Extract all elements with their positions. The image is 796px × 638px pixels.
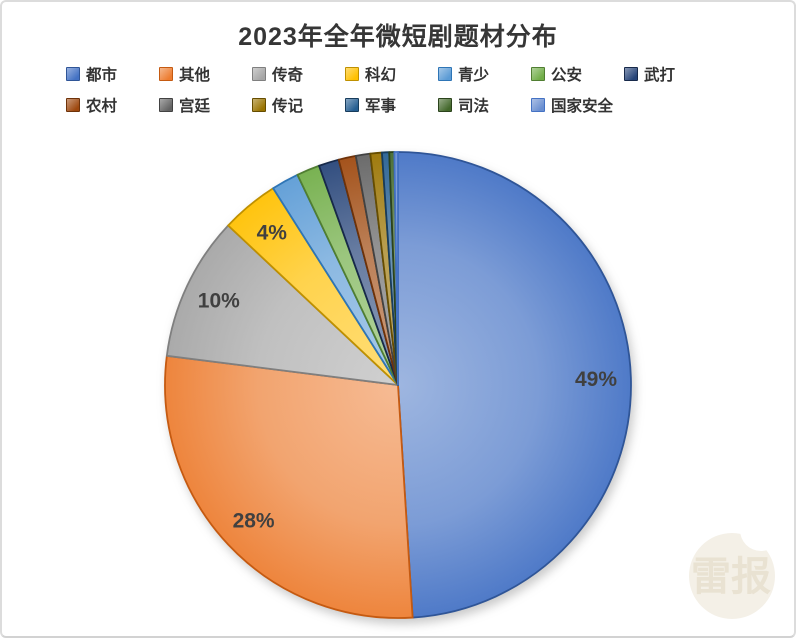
legend-item-10: 军事 bbox=[345, 94, 438, 116]
legend-row-1: 都市 其他 传奇 科幻 青少 公安 武打 bbox=[66, 63, 717, 85]
legend-label: 都市 bbox=[86, 67, 118, 84]
pie-slice-0 bbox=[397, 151, 632, 619]
legend-swatch-icon bbox=[438, 98, 452, 112]
legend-swatch-icon bbox=[531, 67, 545, 81]
legend-item-6: 武打 bbox=[624, 63, 717, 85]
legend-swatch-icon bbox=[66, 98, 80, 112]
legend-swatch-icon bbox=[159, 98, 173, 112]
pie-slice-12 bbox=[393, 151, 399, 386]
legend-label: 公安 bbox=[551, 67, 583, 84]
legend-swatch-icon bbox=[252, 98, 266, 112]
legend-item-3: 科幻 bbox=[345, 63, 438, 85]
legend-label: 国家安全 bbox=[551, 98, 614, 115]
legend-swatch-icon bbox=[345, 67, 359, 81]
legend-label: 其他 bbox=[179, 67, 211, 84]
legend-item-1: 其他 bbox=[159, 63, 252, 85]
legend-item-11: 司法 bbox=[438, 94, 531, 116]
pie-slice-1 bbox=[164, 354, 414, 619]
legend-swatch-icon bbox=[531, 98, 545, 112]
legend-label: 司法 bbox=[458, 98, 490, 115]
legend-row-2: 农村 宫廷 传记 军事 司法 国家安全 bbox=[66, 94, 717, 116]
legend-item-12: 国家安全 bbox=[531, 94, 624, 116]
legend-swatch-icon bbox=[159, 67, 173, 81]
data-label-0: 49% bbox=[575, 368, 617, 391]
legend-item-8: 宫廷 bbox=[159, 94, 252, 116]
legend-swatch-icon bbox=[252, 67, 266, 81]
watermark-logo: 雷报 bbox=[689, 509, 782, 619]
legend-item-0: 都市 bbox=[66, 63, 159, 85]
legend-swatch-icon bbox=[624, 67, 638, 81]
watermark-text: 雷报 bbox=[691, 554, 771, 599]
legend-label: 科幻 bbox=[365, 67, 397, 84]
chart-title: 2023年全年微短剧题材分布 bbox=[238, 23, 558, 51]
data-label-2: 10% bbox=[198, 290, 240, 313]
data-label-1: 28% bbox=[233, 510, 275, 533]
legend-item-2: 传奇 bbox=[252, 63, 345, 85]
legend-label: 青少 bbox=[458, 67, 490, 84]
legend-label: 宫廷 bbox=[179, 98, 211, 115]
legend-label: 传奇 bbox=[272, 67, 304, 84]
legend-label: 武打 bbox=[644, 67, 676, 84]
legend-item-9: 传记 bbox=[252, 94, 345, 116]
legend-swatch-icon bbox=[438, 67, 452, 81]
legend-swatch-icon bbox=[66, 67, 80, 81]
data-label-3: 4% bbox=[257, 221, 288, 244]
legend-item-5: 公安 bbox=[531, 63, 624, 85]
legend-label: 农村 bbox=[86, 98, 118, 115]
legend-swatch-icon bbox=[345, 98, 359, 112]
legend-label: 军事 bbox=[365, 98, 397, 115]
chart-legend: 都市 其他 传奇 科幻 青少 公安 武打 农村 宫廷 传记 军事 司法 国家安全 bbox=[66, 63, 717, 125]
pie-slices bbox=[164, 151, 632, 619]
pie-slice-2 bbox=[165, 224, 399, 386]
legend-item-7: 农村 bbox=[66, 94, 159, 116]
legend-item-4: 青少 bbox=[438, 63, 531, 85]
legend-label: 传记 bbox=[272, 98, 304, 115]
